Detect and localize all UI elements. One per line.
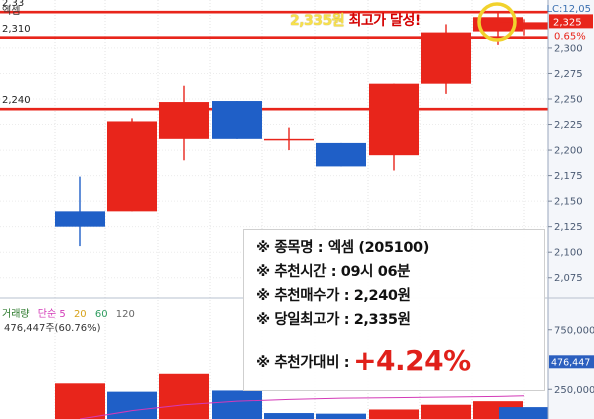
- candle-body-3: [212, 101, 262, 139]
- recommendation-info-box: ※ 종목명 : 엑셈 (205100) ※ 추천시간 : 09시 06분 ※ 추…: [243, 229, 545, 391]
- candle-body-1: [107, 121, 157, 212]
- price-tick-label-3: 2,225: [554, 120, 583, 131]
- hline-label-high: 2,33: [2, 0, 25, 10]
- volume-legend-ma120: 120: [115, 309, 135, 320]
- candle-body-9: [500, 22, 548, 30]
- price-tick-label-7: 2,125: [554, 222, 583, 233]
- info-stock: ※ 종목명 : 엑셈 (205100): [256, 240, 429, 256]
- price-tick-label-8: 2,100: [554, 248, 583, 259]
- volume-bar-1: [107, 391, 157, 419]
- current-price-label: 2,325: [553, 17, 582, 28]
- volume-bar-9: [499, 407, 549, 419]
- volume-bar-4: [264, 413, 314, 419]
- price-tick-label-2: 2,250: [554, 94, 583, 105]
- info-compare-value: +4.24%: [353, 344, 471, 377]
- price-axis-panel: [548, 0, 594, 419]
- candle-body-0: [55, 211, 105, 227]
- current-change-label: 0.65%: [554, 31, 586, 42]
- info-time: ※ 추천시간 : 09시 06분: [256, 264, 411, 280]
- info-compare-label: ※ 추천가대비 :: [256, 355, 350, 371]
- volume-legend: 거래량 단순 5 20 60 120: [2, 305, 140, 320]
- info-compare: ※ 추천가대비 : +4.24%: [256, 346, 544, 376]
- volume-bar-7: [421, 404, 471, 419]
- current-volume-label: 476,447: [551, 357, 590, 368]
- volume-bar-0: [55, 383, 105, 419]
- volume-ma5-line: [79, 395, 525, 419]
- candle-body-6: [369, 83, 419, 156]
- volume-bar-3: [212, 390, 262, 419]
- price-tick-label-6: 2,150: [554, 197, 583, 208]
- candle-body-7: [421, 32, 471, 84]
- volume-value: 476,447주(60.76%): [4, 323, 101, 334]
- volume-bar-2: [159, 373, 209, 419]
- high-callout: 2,335원 최고가 달성!: [290, 10, 421, 30]
- callout-text: 최고가 달성!: [344, 13, 422, 29]
- candle-body-5: [316, 142, 366, 167]
- volume-legend-ma60: 60: [94, 309, 108, 320]
- hline-label-2310: 2,310: [2, 23, 31, 35]
- info-day-high: ※ 당일최고가 : 2,335원: [256, 312, 411, 328]
- high-highlight-circle: [477, 2, 517, 42]
- volume-legend-ma5: 단순 5: [37, 309, 66, 320]
- volume-legend-ma20: 20: [73, 309, 87, 320]
- lc-label: LC:12,05: [546, 4, 591, 15]
- price-tick-label-5: 2,175: [554, 171, 583, 182]
- price-tick-label-4: 2,200: [554, 146, 583, 157]
- volume-legend-title: 거래량: [2, 309, 30, 320]
- candle-body-2: [159, 102, 209, 139]
- stock-name-label: 엑셈: [2, 6, 21, 17]
- price-tick-label-0: 2,300: [554, 43, 583, 54]
- hline-label-2240: 2,240: [2, 95, 31, 107]
- current-price-badge: [549, 14, 593, 29]
- price-tick-label-1: 2,275: [554, 69, 583, 80]
- volume-bar-5: [316, 413, 366, 419]
- current-volume-badge: [549, 355, 594, 369]
- candle-body-4: [264, 138, 314, 141]
- callout-price: 2,335원: [290, 13, 345, 29]
- price-tick-label-9: 2,075: [554, 273, 583, 284]
- volume-tick-label-1: 250,000: [554, 385, 594, 396]
- info-buy-price: ※ 추천매수가 : 2,240원: [256, 288, 411, 304]
- volume-bar-6: [369, 409, 419, 419]
- volume-tick-label-0: 750,000: [554, 325, 594, 336]
